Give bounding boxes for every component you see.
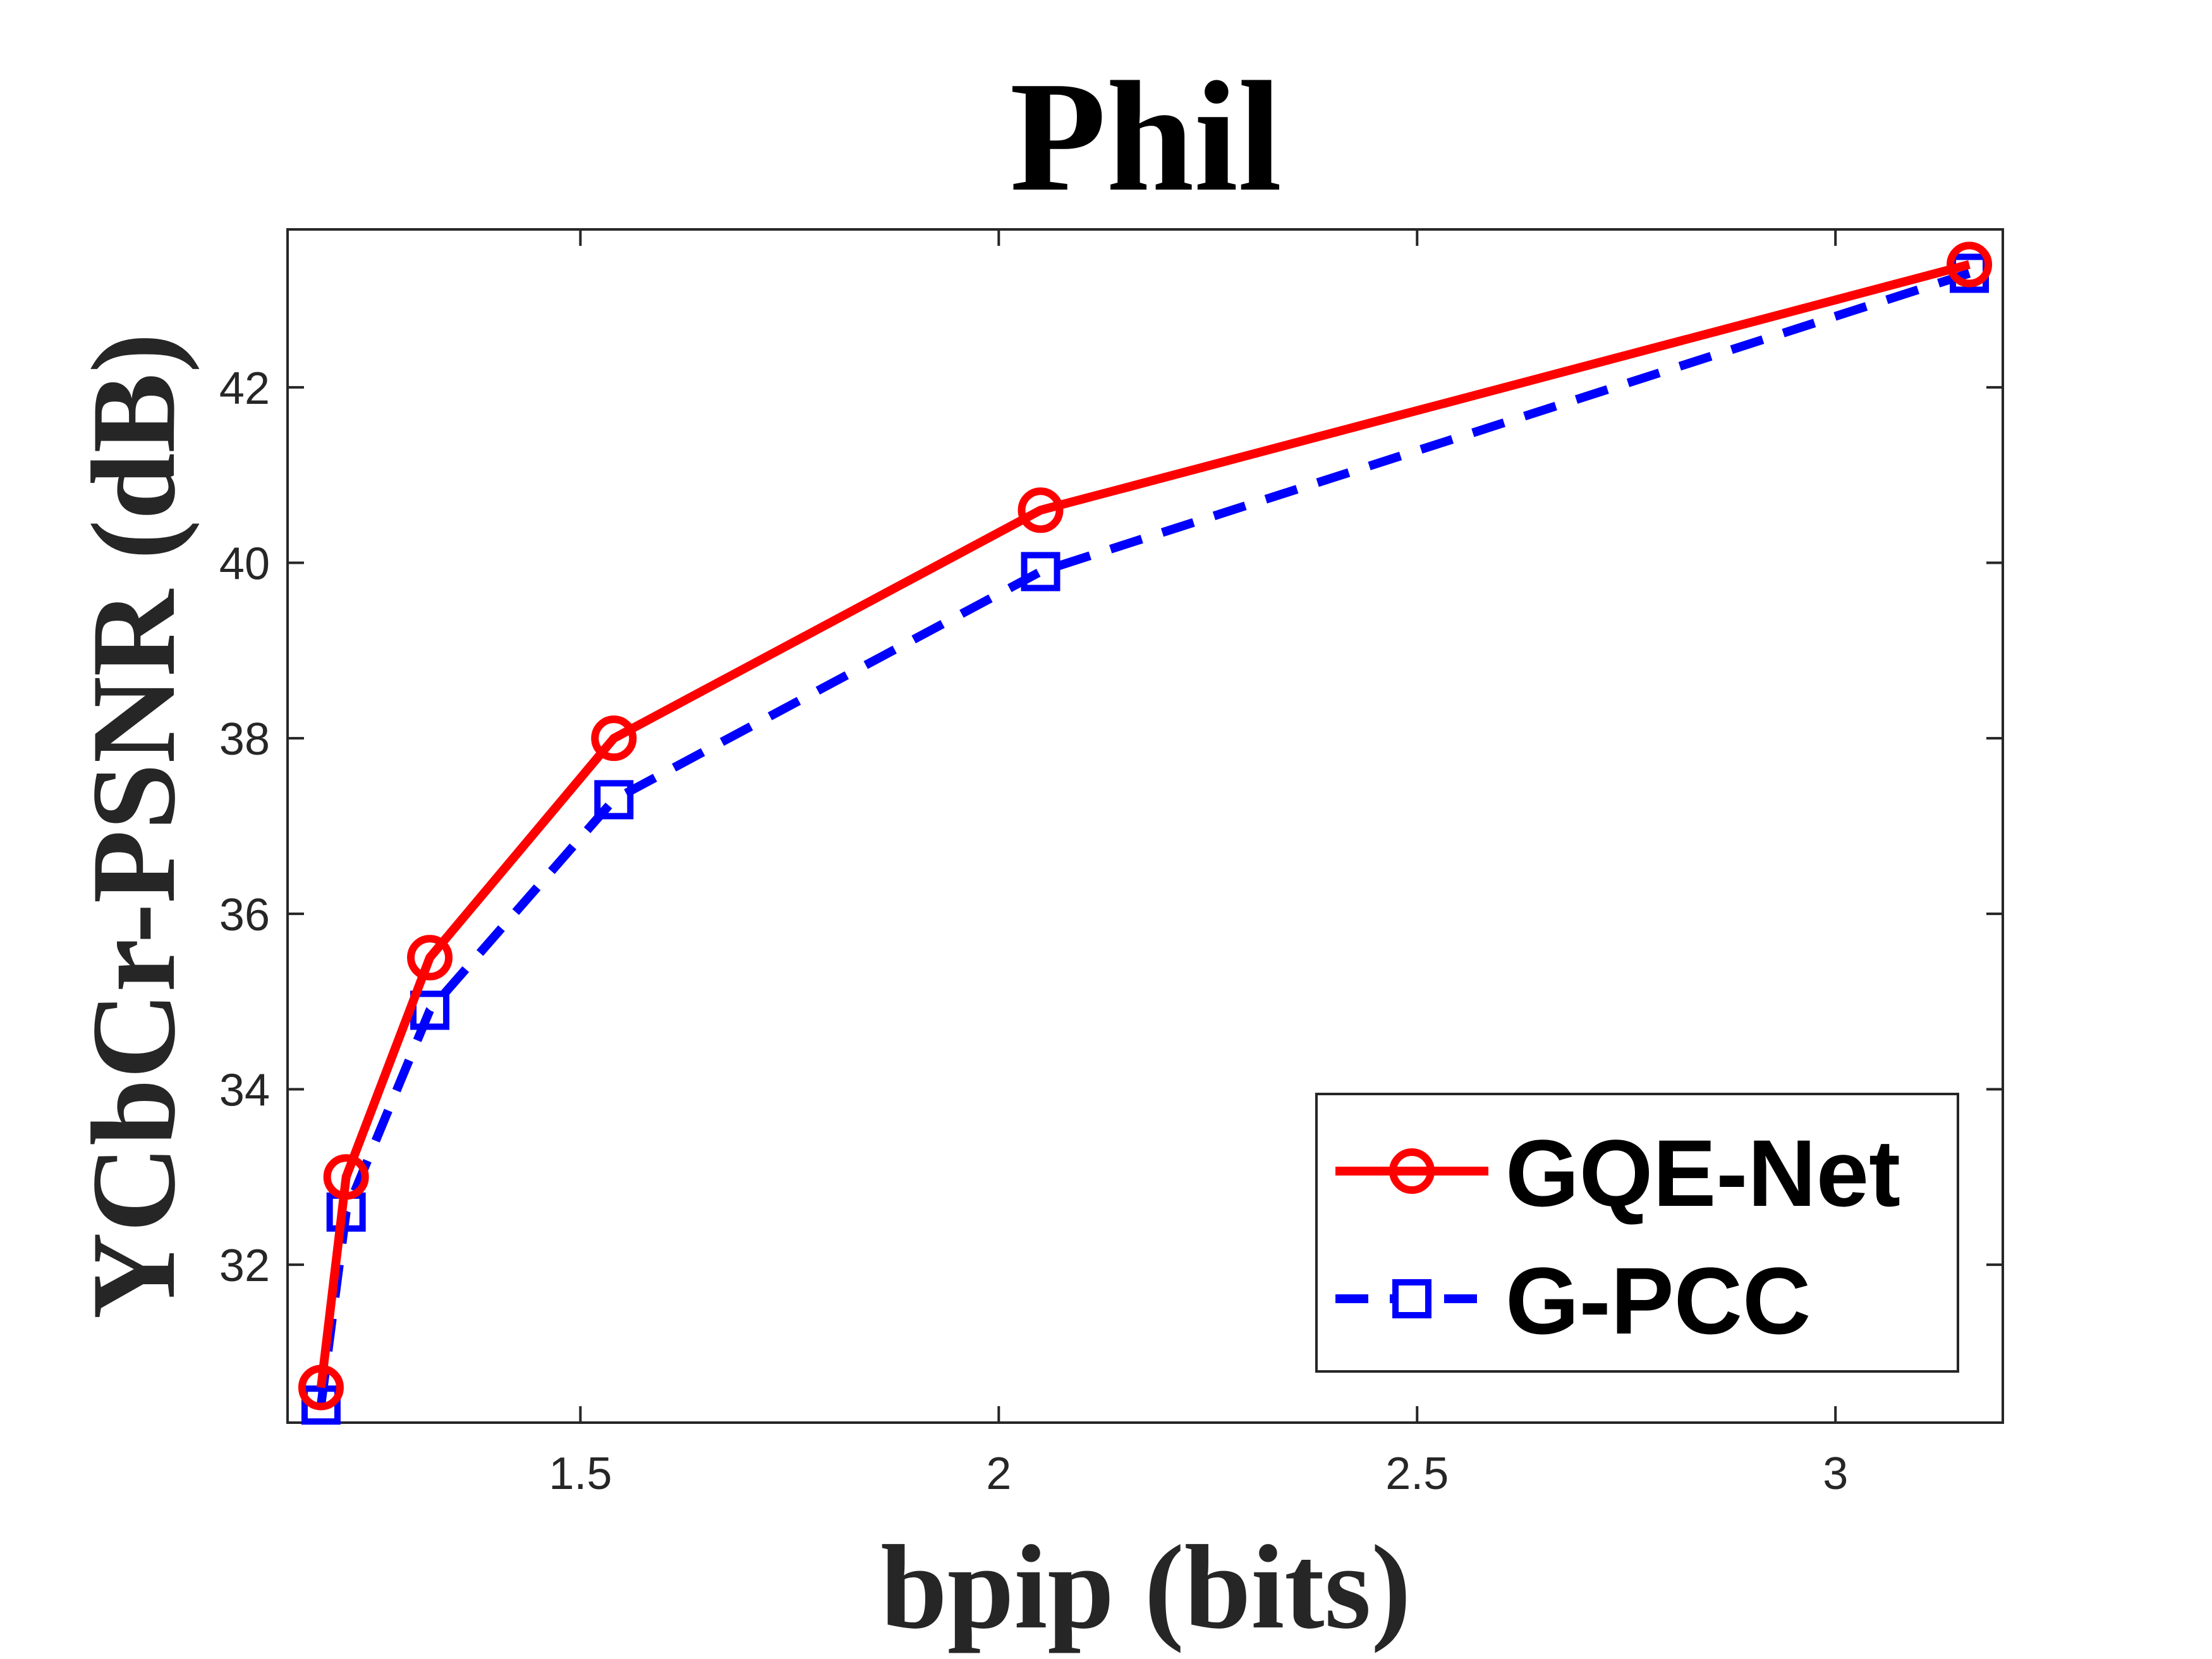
legend: GQE-Net G-PCC (1315, 1093, 1959, 1373)
x-tick-label: 2.5 (1385, 1449, 1449, 1499)
gqe-net-point (298, 1364, 344, 1411)
legend-gqe-net-marker (1389, 1148, 1435, 1194)
chart-title: Phil (1010, 49, 1282, 224)
x-tick-label: 3 (1823, 1449, 1848, 1499)
legend-box (1315, 1093, 1959, 1373)
gqe-net-point (1947, 241, 1993, 288)
legend-g-pcc-label: G-PCC (1505, 1248, 1811, 1354)
y-tick-label: 42 (219, 363, 270, 414)
x-axis-label: bpip (bits) (880, 1521, 1411, 1654)
y-tick-label: 38 (219, 714, 270, 765)
legend-g-pcc-marker (1392, 1279, 1431, 1318)
series-layer (298, 241, 1993, 1425)
y-tick-label: 34 (219, 1065, 270, 1115)
g-pcc-series-line (317, 269, 1971, 1406)
y-axis-label: YCbCr-PSNR (dB) (68, 333, 200, 1319)
y-tick-label: 36 (219, 890, 270, 940)
y-tick-label: 40 (219, 539, 270, 590)
gqe-net-point (323, 1154, 369, 1200)
legend-gqe-net-label: GQE-Net (1505, 1120, 1900, 1226)
x-tick-label: 1.5 (549, 1449, 612, 1499)
axis-ticks: 1.5 2 2.5 3 32 34 36 38 40 42 (219, 229, 2003, 1499)
y-tick-label: 32 (219, 1241, 270, 1291)
g-pcc-point (594, 780, 634, 820)
g-pcc-point (301, 1385, 341, 1425)
gqe-net-series-line (317, 260, 1971, 1389)
x-tick-label: 2 (986, 1449, 1011, 1499)
gqe-net-point (591, 715, 637, 762)
gqe-net-point (1018, 487, 1064, 533)
g-pcc-point (1021, 552, 1060, 592)
gqe-net-point (407, 935, 453, 981)
